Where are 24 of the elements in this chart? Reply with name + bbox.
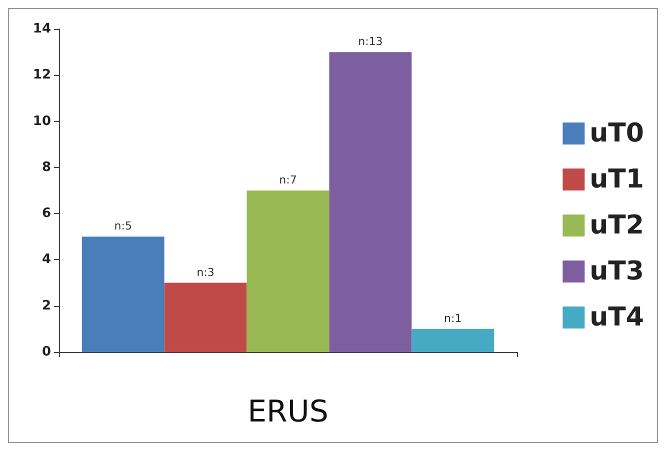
- data-label: n:7: [279, 174, 297, 186]
- y-tick-label: 10: [32, 114, 51, 129]
- data-label: n:13: [358, 35, 383, 48]
- y-tick-label: 14: [32, 22, 51, 36]
- bar: [82, 236, 164, 352]
- legend-label: uT4: [590, 302, 644, 332]
- data-label: n:1: [444, 312, 462, 325]
- legend-label: uT2: [590, 210, 644, 240]
- y-tick-label: 6: [42, 206, 51, 222]
- bar: [164, 282, 247, 352]
- data-label: n:3: [196, 266, 214, 279]
- legend-label: uT0: [590, 118, 644, 148]
- y-tick-label: 8: [42, 160, 51, 175]
- y-tick-label: 4: [42, 252, 51, 268]
- y-tick-label: 2: [42, 298, 51, 314]
- bar: [329, 52, 412, 352]
- data-label: n:5: [114, 220, 132, 233]
- legend-label: uT3: [590, 256, 644, 286]
- x-axis-title: ERUS: [248, 394, 328, 430]
- bar: [412, 328, 494, 352]
- y-tick-label: 0: [42, 344, 51, 360]
- legend-label: uT1: [590, 164, 644, 194]
- bar: [246, 190, 330, 352]
- y-tick-label: 12: [32, 68, 51, 83]
